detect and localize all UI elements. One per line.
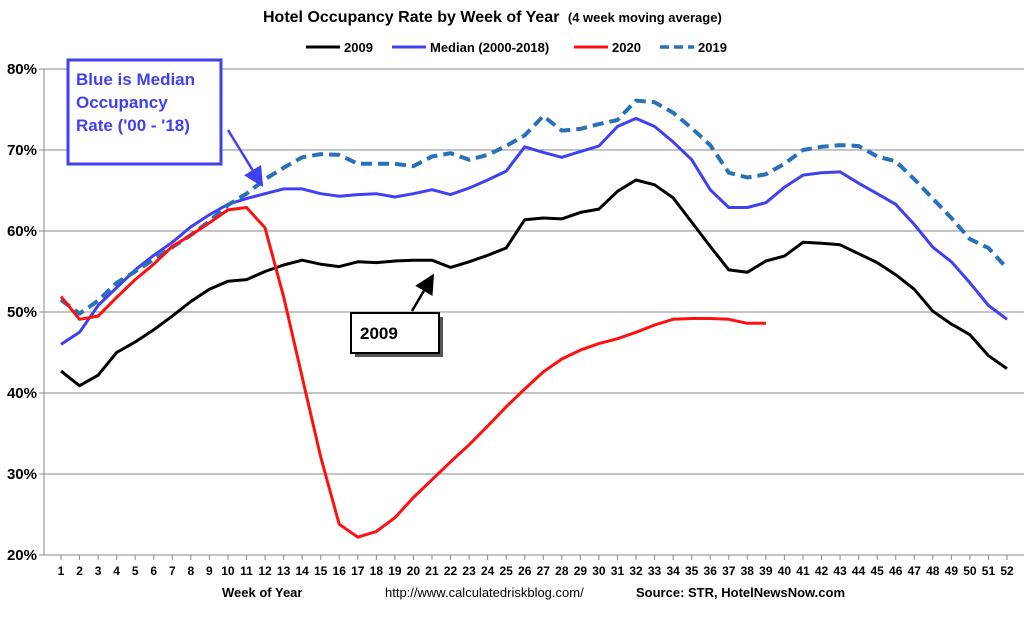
x-tick-label: 33 <box>648 564 662 578</box>
x-tick-label: 39 <box>759 564 773 578</box>
median-annotation-text: Blue is Median Occupancy Rate ('00 - '18… <box>76 70 200 135</box>
x-tick-label: 46 <box>889 564 903 578</box>
x-tick-label: 1 <box>58 564 65 578</box>
x-tick-label: 19 <box>388 564 402 578</box>
legend-label-2009: 2009 <box>344 40 373 55</box>
legend-entry-2009: 2009 <box>306 40 373 55</box>
x-tick-label: 28 <box>555 564 569 578</box>
legend-label-2019: 2019 <box>698 40 727 55</box>
x-tick-label: 23 <box>462 564 476 578</box>
x-tick-label: 52 <box>1000 564 1014 578</box>
series-line-median-2000-2018 <box>60 116 1008 346</box>
legend-label-2020: 2020 <box>612 40 641 55</box>
x-tick-label: 47 <box>908 564 922 578</box>
x-tick-label: 37 <box>722 564 736 578</box>
x-tick-label: 9 <box>206 564 213 578</box>
series-layer <box>59 98 1009 539</box>
x-axis-title: Week of Year <box>222 585 302 600</box>
x-tick-label: 36 <box>704 564 718 578</box>
x-tick-label: 27 <box>537 564 551 578</box>
x-tick-label: 24 <box>481 564 495 578</box>
median-annotation-line-2: Occupancy <box>76 93 168 112</box>
x-tick-label: 21 <box>425 564 439 578</box>
legend-entry-2019: 2019 <box>660 40 727 55</box>
x-tick-label: 11 <box>240 564 253 578</box>
annotation-2009-arrow <box>410 273 435 312</box>
annotation-2009-text: 2009 <box>360 324 398 343</box>
x-tick-label: 12 <box>258 564 272 578</box>
legend-label-median: Median (2000-2018) <box>430 40 549 55</box>
x-tick-label: 14 <box>295 564 309 578</box>
x-tick-label: 18 <box>370 564 384 578</box>
x-tick-label: 10 <box>221 564 235 578</box>
y-axis: 20% 30% 40% 50% 60% 70% 80% <box>7 61 45 564</box>
annotation-2009: 2009 <box>350 273 443 357</box>
median-annotation-line-3: Rate ('00 - '18) <box>76 116 190 135</box>
legend: 2009 Median (2000-2018) 2020 2019 <box>306 40 727 55</box>
y-tick-label: 30% <box>7 466 37 483</box>
x-tick-label: 41 <box>796 564 810 578</box>
y-tick-label: 60% <box>7 223 37 240</box>
x-tick-label: 25 <box>499 564 513 578</box>
x-axis: 1 2 3 4 5 6 7 8 9 10 11 12 13 14 15 16 17 18 19 20 21 22 23 24 2… <box>44 554 1024 578</box>
x-tick-label: 32 <box>629 564 643 578</box>
series-line-2019 <box>59 98 1009 316</box>
chart-subtitle: (4 week moving average) <box>568 10 722 25</box>
median-annotation-arrow <box>226 129 264 188</box>
x-tick-label: 26 <box>518 564 532 578</box>
x-tick-label: 17 <box>351 564 365 578</box>
x-tick-label: 34 <box>666 564 680 578</box>
x-tick-label: 38 <box>741 564 755 578</box>
x-tick-label: 51 <box>982 564 996 578</box>
x-tick-label: 3 <box>95 564 102 578</box>
x-tick-label: 40 <box>778 564 792 578</box>
x-tick-label: 20 <box>407 564 421 578</box>
median-annotation: Blue is Median Occupancy Rate ('00 - '18… <box>66 58 264 188</box>
chart-title: Hotel Occupancy Rate by Week of Year (4 … <box>263 9 722 26</box>
x-tick-label: 42 <box>815 564 829 578</box>
x-tick-label: 35 <box>685 564 699 578</box>
x-tick-label: 29 <box>574 564 588 578</box>
x-tick-label: 22 <box>444 564 458 578</box>
x-tick-label: 44 <box>852 564 866 578</box>
y-tick-label: 70% <box>7 142 37 159</box>
x-tick-label: 50 <box>963 564 977 578</box>
x-tick-label: 2 <box>76 564 83 578</box>
x-tick-label: 30 <box>592 564 606 578</box>
x-tick-label: 4 <box>113 564 120 578</box>
series-line-2020 <box>59 206 766 539</box>
x-tick-label: 45 <box>870 564 884 578</box>
x-tick-label: 13 <box>277 564 291 578</box>
x-tick-label: 5 <box>132 564 139 578</box>
chart-title-main: Hotel Occupancy Rate by Week of Year <box>263 9 559 26</box>
x-tick-label: 7 <box>169 564 176 578</box>
x-tick-label: 15 <box>314 564 328 578</box>
x-tick-label: 43 <box>833 564 847 578</box>
series-line-2009 <box>60 178 1008 388</box>
source-url: http://www.calculatedriskblog.com/ <box>385 585 584 600</box>
x-tick-label: 16 <box>333 564 347 578</box>
y-tick-label: 50% <box>7 304 37 321</box>
y-tick-label: 80% <box>7 61 37 78</box>
x-tick-label: 31 <box>611 564 625 578</box>
x-tick-label: 49 <box>945 564 959 578</box>
x-tick-label: 6 <box>150 564 157 578</box>
y-tick-label: 20% <box>7 547 37 564</box>
median-annotation-line-1: Blue is Median <box>76 70 195 89</box>
source-credit: Source: STR, HotelNewsNow.com <box>636 585 845 600</box>
x-tick-label: 8 <box>187 564 194 578</box>
legend-entry-2020: 2020 <box>574 40 641 55</box>
y-tick-label: 40% <box>7 385 37 402</box>
legend-entry-median: Median (2000-2018) <box>392 40 549 55</box>
x-tick-label: 48 <box>926 564 940 578</box>
